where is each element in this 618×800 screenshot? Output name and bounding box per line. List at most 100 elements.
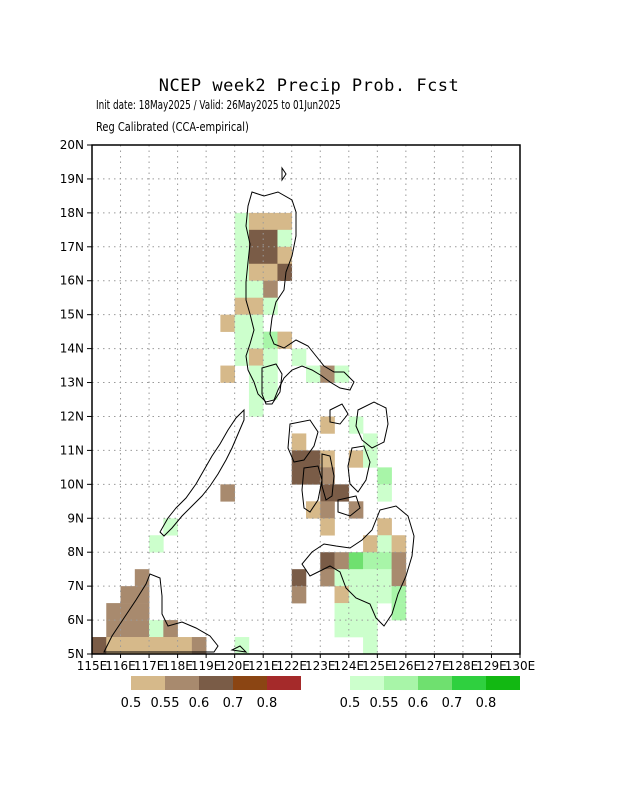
- prob-cell: [92, 637, 107, 655]
- dry-legend-label: 0.6: [189, 696, 210, 711]
- wet-legend-label: 0.5: [340, 696, 361, 711]
- prob-cell: [334, 365, 350, 383]
- lon-tick-label: 126E: [391, 659, 422, 673]
- map-frame: [91, 144, 521, 655]
- prob-cell: [320, 569, 335, 587]
- frame-border: [91, 144, 521, 655]
- prob-cell: [291, 433, 307, 451]
- prob-cell: [377, 552, 392, 570]
- prob-cell: [391, 569, 407, 587]
- prob-cell: [377, 535, 392, 553]
- prob-cell: [348, 620, 364, 638]
- dry-legend-label: 0.7: [223, 696, 244, 711]
- prob-cell: [134, 603, 150, 621]
- init-valid-dates: Init date: 18May2025 / Valid: 26May2025 …: [96, 98, 341, 112]
- prob-cell: [120, 620, 136, 638]
- prob-cell: [306, 365, 321, 383]
- prob-cell: [348, 450, 364, 468]
- prob-cell: [348, 569, 364, 587]
- wet-legend-swatch: [418, 676, 452, 690]
- prob-cell: [363, 620, 378, 638]
- dry-legend-label: 0.55: [151, 696, 180, 711]
- lat-tick-label: 19N: [60, 172, 84, 186]
- lat-tick-label: 11N: [60, 443, 84, 457]
- coastline-borneo: [103, 573, 219, 653]
- lat-tick-label: 5N: [67, 647, 84, 661]
- prob-cell: [134, 620, 150, 638]
- prob-cell: [106, 603, 121, 621]
- prob-cell: [149, 535, 164, 553]
- coastline-mindanao: [301, 505, 415, 627]
- prob-cell: [248, 212, 264, 231]
- prob-cell: [377, 484, 392, 502]
- prob-cell: [348, 603, 364, 621]
- prob-cell: [320, 552, 335, 570]
- lat-tick-label: 10N: [60, 477, 84, 491]
- prob-cell: [248, 399, 264, 417]
- axis-ticks: 5N 6N 7N 8N 9N 10N 11N 12N 13N 14N 15N 16N 17N 18N 19N…: [60, 138, 536, 673]
- prob-cell: [106, 620, 121, 638]
- prob-cell: [149, 620, 164, 638]
- prob-cell: [234, 637, 250, 655]
- prob-cell: [263, 365, 278, 383]
- lon-tick-label: 123E: [305, 659, 336, 673]
- lon-tick-label: 128E: [448, 659, 479, 673]
- coastline-luzon: [245, 191, 355, 403]
- coastline-batanes: [281, 166, 287, 182]
- prob-cell: [220, 484, 235, 502]
- prob-cell: [120, 586, 136, 604]
- wet-legend-label: 0.8: [476, 696, 497, 711]
- prob-cell: [263, 263, 278, 282]
- lon-tick-label: 120E: [219, 659, 250, 673]
- wet-legend-swatch: [384, 676, 418, 690]
- prob-cell: [234, 314, 250, 332]
- coastline-mindoro: [261, 363, 283, 405]
- prob-cell: [234, 348, 250, 366]
- prob-cell: [291, 586, 307, 604]
- prob-cell: [277, 229, 293, 248]
- calibration-method: Reg Calibrated (CCA-empirical): [96, 120, 249, 134]
- prob-cell: [163, 637, 178, 655]
- prob-cell: [348, 501, 364, 519]
- prob-cell: [263, 246, 278, 265]
- prob-cell: [248, 263, 264, 282]
- lon-tick-label: 124E: [334, 659, 365, 673]
- prob-cell: [248, 229, 264, 248]
- prob-cell: [377, 569, 392, 587]
- wet-legend-swatch: [486, 676, 520, 690]
- lon-tick-label: 122E: [276, 659, 307, 673]
- dry-legend-swatch: [233, 676, 267, 690]
- prob-cell: [363, 450, 378, 468]
- prob-cell: [320, 467, 335, 485]
- prob-cell: [277, 212, 293, 231]
- prob-cell: [134, 637, 150, 655]
- prob-cell: [248, 280, 264, 298]
- prob-cell: [163, 518, 178, 536]
- prob-cell: [363, 586, 378, 604]
- prob-cell: [363, 535, 378, 553]
- prob-cell: [363, 569, 378, 587]
- lat-tick-label: 16N: [60, 274, 84, 288]
- prob-cell: [348, 552, 364, 570]
- prob-cell: [363, 433, 378, 451]
- lat-tick-label: 17N: [60, 240, 84, 254]
- lat-tick-label: 12N: [60, 409, 84, 423]
- prob-cell: [377, 518, 392, 536]
- prob-cell: [234, 280, 250, 298]
- prob-cell: [391, 552, 407, 570]
- prob-cell: [334, 484, 350, 502]
- prob-cell: [291, 569, 307, 587]
- lon-tick-label: 129E: [476, 659, 507, 673]
- prob-cell: [234, 246, 250, 265]
- lon-tick-label: 121E: [248, 659, 279, 673]
- coastline-bohol: [337, 495, 361, 517]
- coastline-cebu: [321, 453, 335, 501]
- lon-tick-label: 115E: [77, 659, 108, 673]
- coastline-palawan: [159, 408, 245, 537]
- prob-cell: [263, 229, 278, 248]
- wet-legend-swatch: [350, 676, 384, 690]
- prob-cell: [234, 297, 250, 315]
- prob-cell: [120, 637, 136, 655]
- prob-cell: [248, 314, 264, 332]
- prob-cell: [377, 467, 392, 485]
